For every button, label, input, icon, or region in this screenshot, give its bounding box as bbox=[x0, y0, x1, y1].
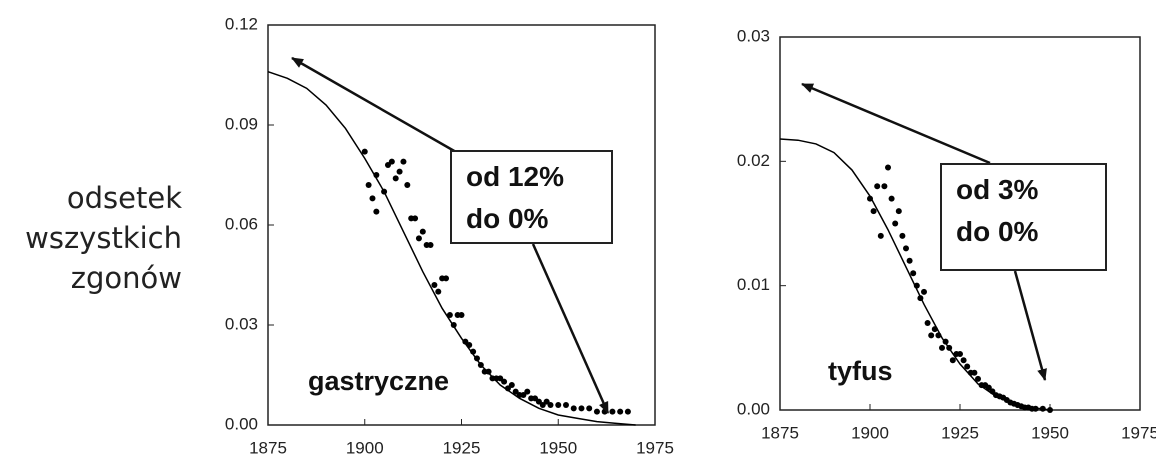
data-point bbox=[971, 369, 978, 376]
data-point bbox=[419, 228, 426, 235]
data-point bbox=[508, 382, 515, 388]
x-tick-label: 1950 bbox=[539, 438, 577, 457]
data-point bbox=[412, 215, 419, 222]
annotation-arrow bbox=[291, 56, 457, 154]
x-tick-label: 1975 bbox=[636, 438, 674, 457]
data-point bbox=[957, 351, 963, 358]
y-tick-label: 0.00 bbox=[737, 399, 770, 418]
y-tick-label: 0.12 bbox=[225, 14, 258, 33]
data-point bbox=[892, 220, 899, 227]
x-tick-label: 1925 bbox=[941, 423, 979, 442]
data-point bbox=[906, 257, 913, 264]
x-tick-label: 1875 bbox=[761, 423, 799, 442]
x-tick-label: 1950 bbox=[1031, 423, 1069, 442]
y-tick-label: 0.01 bbox=[737, 275, 770, 294]
data-point bbox=[524, 388, 531, 395]
data-point bbox=[899, 232, 906, 239]
data-point bbox=[443, 275, 450, 282]
annotation-arrow bbox=[531, 243, 610, 414]
data-point bbox=[928, 332, 935, 339]
data-point bbox=[431, 282, 438, 288]
data-point bbox=[960, 357, 967, 364]
data-point bbox=[369, 195, 376, 202]
data-point bbox=[870, 208, 877, 215]
data-point bbox=[578, 405, 585, 412]
y-tick-label: 0.02 bbox=[737, 151, 770, 170]
data-point bbox=[396, 168, 403, 175]
x-tick-label: 1975 bbox=[1121, 423, 1156, 442]
y-tick-label: 0.03 bbox=[737, 26, 770, 45]
data-point bbox=[547, 402, 554, 408]
data-point bbox=[885, 164, 891, 171]
data-point bbox=[400, 158, 407, 165]
annotation-arrow bbox=[801, 82, 991, 165]
data-point bbox=[562, 402, 569, 408]
data-point bbox=[624, 408, 631, 415]
data-point bbox=[877, 232, 884, 239]
data-point bbox=[939, 344, 945, 351]
y-tick-label: 0.03 bbox=[225, 314, 258, 333]
data-point bbox=[373, 208, 380, 215]
data-point bbox=[361, 148, 368, 155]
data-point bbox=[881, 183, 888, 190]
data-point bbox=[446, 312, 453, 318]
data-point bbox=[975, 375, 981, 382]
data-point bbox=[617, 408, 624, 415]
data-point bbox=[921, 288, 927, 295]
data-point bbox=[924, 319, 931, 326]
data-point bbox=[895, 208, 902, 215]
fit-line bbox=[779, 138, 1051, 411]
fit-line bbox=[267, 70, 636, 426]
data-point bbox=[609, 408, 616, 415]
y-axis-label: odsetek wszystkich zgonów bbox=[25, 181, 182, 295]
data-point bbox=[570, 405, 577, 412]
x-tick-label: 1875 bbox=[249, 438, 287, 457]
annotation-box: od 3% do 0% bbox=[940, 163, 1107, 271]
data-point bbox=[964, 363, 971, 370]
data-point bbox=[365, 182, 372, 188]
y-tick-label: 0.09 bbox=[225, 114, 258, 133]
data-point bbox=[555, 402, 562, 408]
data-point bbox=[392, 175, 399, 182]
data-point bbox=[903, 245, 909, 252]
data-point bbox=[874, 183, 881, 190]
annotation-box: od 12% do 0% bbox=[450, 150, 613, 244]
data-point bbox=[910, 270, 917, 277]
data-point bbox=[586, 405, 593, 412]
data-point bbox=[415, 235, 422, 242]
y-tick-label: 0.06 bbox=[225, 214, 258, 233]
curve-label: gastryczne bbox=[308, 366, 450, 396]
y-tick-label: 0.00 bbox=[225, 414, 258, 433]
data-point bbox=[388, 158, 395, 165]
data-point bbox=[404, 182, 411, 188]
data-point bbox=[888, 195, 895, 202]
x-tick-label: 1900 bbox=[851, 423, 889, 442]
data-point bbox=[485, 368, 492, 375]
data-point bbox=[949, 357, 956, 364]
data-point bbox=[458, 312, 465, 318]
curve-label: tyfus bbox=[828, 356, 893, 386]
data-point bbox=[593, 408, 600, 415]
x-tick-label: 1925 bbox=[443, 438, 481, 457]
data-point bbox=[985, 384, 992, 391]
data-point bbox=[435, 288, 442, 295]
data-point bbox=[501, 378, 508, 385]
annotation-arrow bbox=[1013, 270, 1047, 381]
data-point bbox=[427, 242, 434, 248]
x-tick-label: 1900 bbox=[346, 438, 384, 457]
